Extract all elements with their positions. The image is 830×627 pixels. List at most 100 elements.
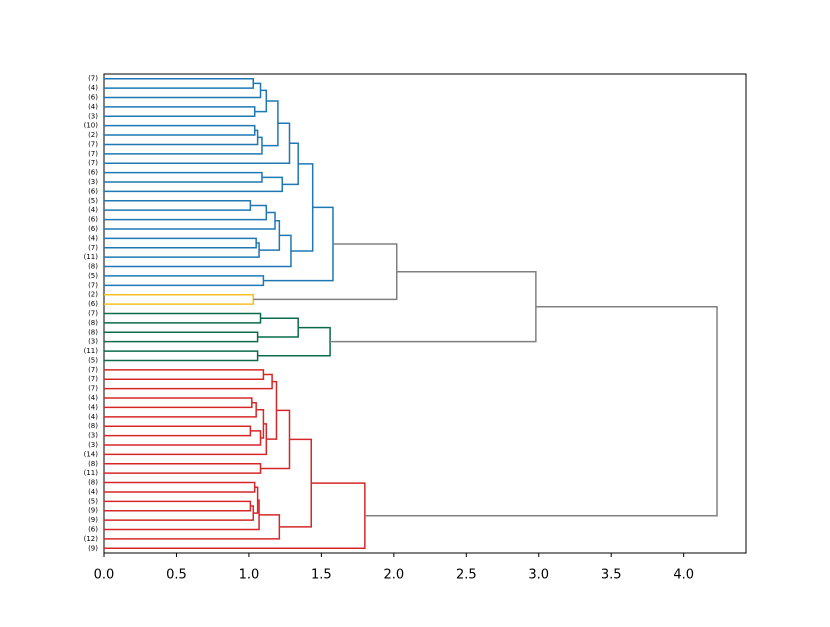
leaf-label: (2) xyxy=(88,131,98,139)
leaf-label: (5) xyxy=(88,356,98,364)
link xyxy=(104,505,255,521)
x-tick-label: 2.0 xyxy=(383,568,404,583)
leaf-label: (8) xyxy=(88,328,98,336)
leaf-label: (10) xyxy=(84,122,99,130)
link xyxy=(104,430,262,446)
link xyxy=(104,373,273,390)
x-tick-label: 3.0 xyxy=(528,568,549,583)
link xyxy=(104,106,256,118)
x-tick-label: 2.5 xyxy=(456,568,477,583)
leaf-label: (7) xyxy=(88,150,98,158)
leaf-label: (5) xyxy=(88,197,98,205)
link xyxy=(104,124,256,136)
leaf-label: (6) xyxy=(88,169,98,177)
link xyxy=(104,369,265,380)
link xyxy=(259,220,281,251)
link xyxy=(290,163,314,252)
link xyxy=(104,312,262,324)
leaf-label: (8) xyxy=(88,319,98,327)
leaf-label: (7) xyxy=(88,375,98,383)
leaf-label: (7) xyxy=(88,140,98,148)
link xyxy=(263,206,334,282)
link xyxy=(104,129,259,146)
leaf-label: (11) xyxy=(84,347,99,355)
link xyxy=(104,211,276,230)
link xyxy=(256,409,265,439)
link xyxy=(104,397,253,409)
leaf-label: (6) xyxy=(88,526,98,534)
leaf-label: (7) xyxy=(88,310,98,318)
link xyxy=(104,514,281,540)
leaf-label: (6) xyxy=(88,225,98,233)
link xyxy=(330,270,537,343)
leaf-label: (4) xyxy=(88,394,98,402)
leaf-label: (3) xyxy=(88,338,98,346)
leaf-label: (6) xyxy=(88,300,98,308)
link xyxy=(282,142,299,186)
leaf-label: (9) xyxy=(88,516,98,524)
link xyxy=(104,171,263,183)
leaf-label: (3) xyxy=(88,432,98,440)
leaf-label: (8) xyxy=(88,460,98,468)
leaf-label: (9) xyxy=(88,507,98,515)
leaf-label: (4) xyxy=(88,103,98,111)
link xyxy=(104,242,260,258)
leaf-label: (7) xyxy=(88,75,98,83)
link xyxy=(104,499,260,531)
leaf-label: (8) xyxy=(88,422,98,430)
x-tick-label: 0.5 xyxy=(166,568,187,583)
leaf-label: (6) xyxy=(88,216,98,224)
link xyxy=(253,486,259,514)
link xyxy=(104,350,259,362)
link xyxy=(266,380,278,440)
link xyxy=(104,293,255,305)
link xyxy=(104,204,268,221)
leaf-label: (11) xyxy=(84,253,99,261)
leaf-label: (4) xyxy=(88,84,98,92)
link xyxy=(104,401,257,418)
link xyxy=(104,481,256,493)
link xyxy=(104,423,268,456)
leaf-label: (12) xyxy=(84,535,99,543)
x-tick-label: 3.5 xyxy=(601,568,622,583)
leaf-label: (7) xyxy=(88,366,98,374)
link xyxy=(104,331,259,343)
link xyxy=(257,326,331,357)
link xyxy=(104,200,252,211)
link xyxy=(253,243,398,301)
link xyxy=(104,77,255,89)
leaf-label: (14) xyxy=(84,450,99,458)
leaf-label: (4) xyxy=(88,234,98,242)
link xyxy=(364,305,718,517)
link xyxy=(104,234,292,268)
x-tick-label: 1.0 xyxy=(239,568,260,583)
leaf-label: (4) xyxy=(88,413,98,421)
leaf-label: (2) xyxy=(88,291,98,299)
link xyxy=(104,463,262,474)
leaf-label: (8) xyxy=(88,263,98,271)
leaf-label: (5) xyxy=(88,497,98,505)
leaf-label: (3) xyxy=(88,441,98,449)
x-tick-label: 0.0 xyxy=(94,568,115,583)
leaf-label: (3) xyxy=(88,112,98,120)
leaf-label: (7) xyxy=(88,385,98,393)
x-tick-label: 1.5 xyxy=(311,568,332,583)
leaf-label: (3) xyxy=(88,178,98,186)
leaf-label: (4) xyxy=(88,206,98,214)
link xyxy=(261,100,279,147)
x-tick-label: 4.0 xyxy=(673,568,694,583)
link xyxy=(279,438,312,528)
leaf-label: (7) xyxy=(88,159,98,167)
link xyxy=(257,317,299,338)
link xyxy=(104,237,257,249)
link xyxy=(104,176,284,193)
leaf-label: (11) xyxy=(84,469,99,477)
leaf-label: (7) xyxy=(88,244,98,252)
leaf-label: (4) xyxy=(88,488,98,496)
leaf-label: (9) xyxy=(88,544,98,552)
link xyxy=(104,136,263,155)
link xyxy=(104,425,252,437)
leaf-label: (6) xyxy=(88,187,98,195)
